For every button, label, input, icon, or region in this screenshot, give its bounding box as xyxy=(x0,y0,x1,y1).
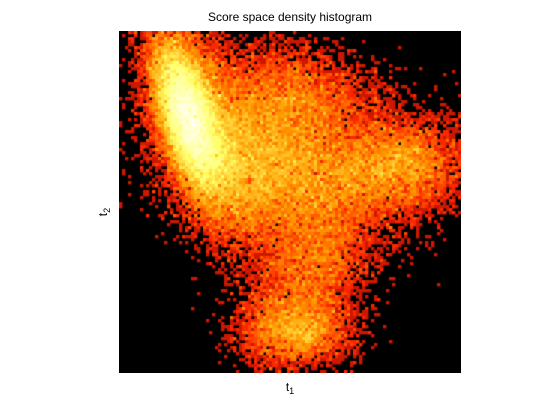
y-axis-label-subscript: 2 xyxy=(102,207,112,213)
density-histogram-canvas xyxy=(119,31,461,373)
x-axis-label-base: t xyxy=(285,380,290,394)
y-axis-label: t2 xyxy=(96,202,116,222)
plot-area xyxy=(119,31,461,373)
x-axis-label-subscript: 1 xyxy=(289,386,295,396)
x-axis-label: t1 xyxy=(119,380,461,396)
y-axis-label-base: t xyxy=(96,212,110,217)
chart-title: Score space density histogram xyxy=(207,10,373,24)
